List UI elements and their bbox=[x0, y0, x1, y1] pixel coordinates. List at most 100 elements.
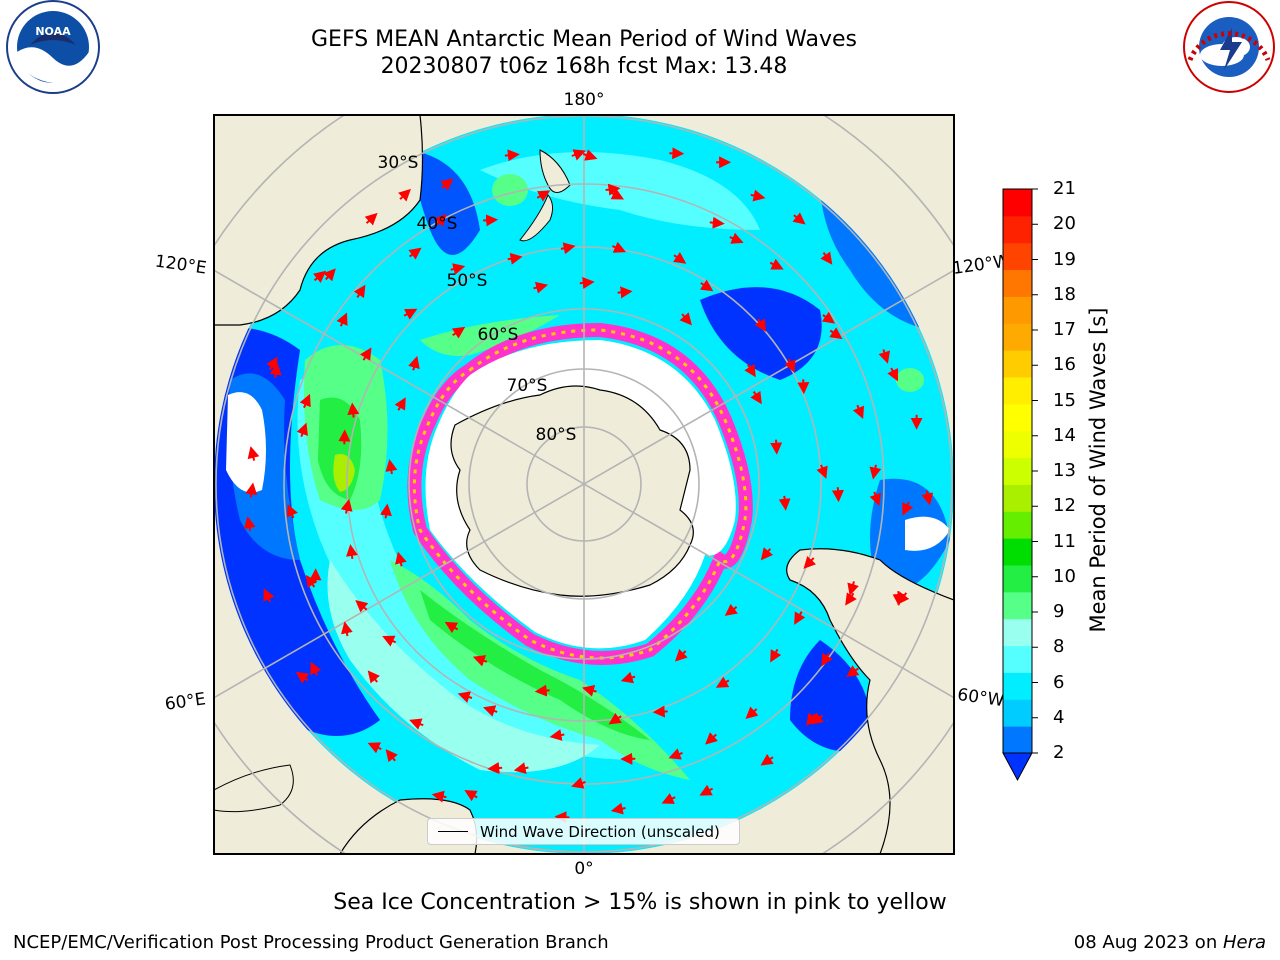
wind-wave-arrow bbox=[305, 574, 318, 589]
colorbar-segment bbox=[1003, 403, 1032, 432]
lon-label-120e: 120°E bbox=[154, 252, 208, 279]
wind-wave-arrow bbox=[346, 544, 358, 560]
wind-wave-arrow bbox=[554, 811, 570, 824]
wind-wave-arrow bbox=[504, 149, 520, 162]
wind-wave-arrow bbox=[431, 790, 447, 803]
wind-wave-arrow bbox=[483, 214, 499, 227]
lat-label-50s: 50°S bbox=[447, 271, 488, 291]
wind-wave-arrow bbox=[263, 588, 275, 603]
wind-wave-arrow bbox=[729, 232, 744, 244]
wind-wave-arrow bbox=[364, 212, 378, 226]
wind-wave-arrow bbox=[902, 501, 914, 516]
noaa-logo: NOAA bbox=[6, 0, 100, 94]
wind-wave-arrow bbox=[579, 277, 595, 289]
wind-wave-arrow bbox=[266, 356, 278, 371]
wind-wave-arrow bbox=[620, 671, 636, 684]
lon-label-60e: 60°E bbox=[164, 689, 207, 714]
chart-title: GEFS MEAN Antarctic Mean Period of Wind … bbox=[311, 27, 857, 52]
wind-wave-arrow bbox=[408, 247, 422, 260]
credit-date: 08 Aug 2023 on bbox=[1073, 932, 1223, 953]
wind-wave-arrow bbox=[395, 551, 407, 567]
wind-wave-arrow bbox=[360, 347, 372, 361]
colorbar-extend-min bbox=[1002, 752, 1033, 782]
wind-wave-arrow bbox=[444, 621, 459, 634]
colorbar-tick-label: 17 bbox=[1053, 319, 1076, 340]
wind-wave-arrow bbox=[353, 284, 366, 299]
colorbar-tick-label: 11 bbox=[1053, 530, 1076, 552]
wind-wave-arrow bbox=[852, 404, 864, 420]
wind-wave-arrow bbox=[299, 393, 311, 409]
colorbar-segment bbox=[1003, 323, 1032, 351]
wind-wave-arrow bbox=[269, 362, 282, 378]
colorbar bbox=[1002, 188, 1038, 782]
wind-wave-arrow bbox=[770, 648, 782, 663]
wind-wave-arrow bbox=[434, 213, 447, 227]
colorbar-segment bbox=[1003, 538, 1032, 566]
lon-label-0: 0° bbox=[574, 859, 593, 879]
legend-label: Wind Wave Direction (unscaled) bbox=[480, 822, 720, 841]
wind-wave-arrow bbox=[355, 600, 369, 613]
credit-right: 08 Aug 2023 on Hera bbox=[1074, 932, 1266, 953]
wind-wave-arrow bbox=[679, 312, 692, 326]
wind-wave-arrow bbox=[560, 242, 576, 255]
wind-wave-arrow bbox=[409, 718, 424, 730]
wind-wave-arrow bbox=[845, 592, 857, 606]
colorbar-segment bbox=[1003, 189, 1032, 217]
wind-wave-arrow bbox=[286, 504, 298, 519]
wind-wave-arrow bbox=[769, 258, 784, 270]
colorbar-segment bbox=[1003, 350, 1032, 378]
wind-wave-arrow bbox=[367, 670, 380, 684]
lat-label-70s: 70°S bbox=[507, 376, 548, 396]
colorbar-tick-label: 9 bbox=[1053, 601, 1065, 622]
colorbar-segment bbox=[1003, 726, 1032, 754]
wind-wave-arrow bbox=[829, 327, 843, 340]
wind-wave-arrow bbox=[806, 712, 819, 726]
wind-wave-arrow bbox=[582, 149, 598, 161]
wind-wave-arrow bbox=[571, 149, 586, 161]
colorbar-segment bbox=[1003, 269, 1032, 297]
wind-wave-arrow bbox=[451, 326, 466, 339]
colorbar-tick-label: 10 bbox=[1053, 565, 1076, 587]
australia bbox=[214, 115, 424, 326]
wind-wave-arrow bbox=[605, 183, 621, 196]
wind-wave-arrow bbox=[820, 251, 833, 265]
wind-wave-arrow bbox=[792, 212, 806, 225]
wind-wave-arrow bbox=[744, 363, 756, 378]
wind-wave-arrow bbox=[821, 311, 836, 324]
lat-label-40s: 40°S bbox=[417, 214, 458, 234]
colorbar-segment bbox=[1003, 699, 1032, 727]
lat-label-60s: 60°S bbox=[478, 325, 519, 345]
wind-wave-arrow bbox=[673, 251, 687, 264]
legend-line-swatch bbox=[438, 831, 468, 832]
wind-wave-arrow bbox=[610, 802, 626, 815]
colorbar-segment bbox=[1003, 484, 1032, 512]
wind-wave-arrow bbox=[313, 270, 327, 284]
wind-wave-arrow bbox=[617, 286, 633, 299]
wind-wave-arrow bbox=[323, 268, 336, 282]
wind-wave-arrow bbox=[408, 355, 420, 371]
credit-system: Hera bbox=[1222, 932, 1266, 953]
wind-wave-arrow bbox=[341, 621, 353, 637]
wind-wave-arrow bbox=[487, 762, 503, 775]
wind-wave-arrow bbox=[887, 367, 899, 382]
wind-wave-arrow bbox=[347, 402, 360, 418]
wind-wave-arrow bbox=[921, 490, 934, 506]
colorbar-tick-label: 2 bbox=[1053, 742, 1065, 763]
colorbar-segment bbox=[1003, 591, 1032, 620]
map-border bbox=[213, 114, 955, 855]
colorbar-tick-label: 4 bbox=[1053, 706, 1065, 728]
wind-wave-arrow bbox=[472, 655, 488, 667]
colorbar-tick-label: 19 bbox=[1053, 248, 1076, 270]
wind-wave-arrow bbox=[483, 705, 498, 717]
wind-wave-arrow bbox=[750, 189, 766, 202]
colorbar-tick-label: 20 bbox=[1053, 213, 1076, 235]
wind-wave-arrow bbox=[610, 188, 625, 200]
wind-wave-arrow bbox=[571, 777, 586, 789]
wind-wave-arrow bbox=[310, 661, 322, 676]
sea-ice-note: Sea Ice Concentration > 15% is shown in … bbox=[333, 890, 947, 915]
wind-wave-arrow bbox=[457, 691, 473, 703]
colorbar-tick-label: 15 bbox=[1053, 389, 1076, 411]
wind-wave-arrow bbox=[668, 748, 683, 760]
madagascar bbox=[214, 764, 294, 813]
wind-wave-arrow bbox=[450, 263, 466, 275]
